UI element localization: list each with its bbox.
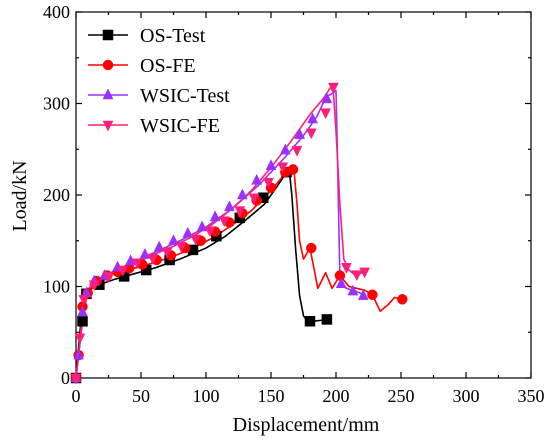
y-tick-label: 400 xyxy=(43,2,70,22)
series-point-wsic-fe xyxy=(147,253,159,265)
legend-marker-wsic-test xyxy=(102,88,114,100)
y-axis-title: Load/kN xyxy=(9,160,31,231)
series-point-wsic-fe xyxy=(248,193,260,205)
series-point-wsic-fe xyxy=(218,216,230,228)
series-point-wsic-fe xyxy=(234,206,246,218)
series-point-wsic-fe xyxy=(78,295,90,306)
y-tick-label: 300 xyxy=(43,94,70,114)
series-point-os-fe xyxy=(397,294,408,305)
x-tick-label: 100 xyxy=(193,386,220,406)
x-axis-title: Displacement/mm xyxy=(233,414,380,436)
legend: OS-Test OS-FE WSIC-Test WSIC-FE xyxy=(88,25,230,137)
series-point-os-test xyxy=(321,314,333,325)
y-tick-label: 200 xyxy=(43,185,70,205)
series-point-wsic-test xyxy=(139,247,151,259)
series-point-wsic-test xyxy=(265,159,277,170)
series-point-wsic-test xyxy=(168,234,179,245)
series-point-wsic-test xyxy=(294,128,306,139)
series-point-wsic-fe xyxy=(359,267,371,279)
x-tick-label: 300 xyxy=(453,386,480,406)
series-point-wsic-test xyxy=(209,210,221,222)
series-point-wsic-fe xyxy=(277,162,289,174)
series-point-wsic-test xyxy=(223,200,235,212)
series-point-wsic-fe xyxy=(320,108,332,120)
series-point-wsic-fe xyxy=(327,82,339,94)
series-point-wsic-fe xyxy=(74,333,86,345)
series-point-wsic-fe xyxy=(204,226,216,238)
series-point-wsic-fe xyxy=(131,258,143,270)
x-tick-label: 250 xyxy=(388,386,415,406)
legend-label-os-fe: OS-FE xyxy=(140,55,196,77)
series-point-wsic-test xyxy=(251,173,263,185)
series-point-os-test xyxy=(77,316,88,327)
legend-label-wsic-test: WSIC-Test xyxy=(140,85,230,107)
x-tick-label: 0 xyxy=(72,386,81,406)
legend-label-os-test: OS-Test xyxy=(140,25,206,47)
y-tick-label: 100 xyxy=(43,277,70,297)
series-point-wsic-fe xyxy=(117,265,129,277)
series-point-wsic-test xyxy=(347,284,359,296)
series-point-os-fe xyxy=(306,242,317,254)
series-point-wsic-fe xyxy=(262,177,274,189)
series-point-wsic-fe xyxy=(291,145,303,157)
series-point-wsic-fe xyxy=(175,241,187,253)
series-point-wsic-test xyxy=(196,220,208,232)
series-point-os-fe xyxy=(334,270,346,281)
series-point-wsic-fe xyxy=(340,263,352,274)
series-point-wsic-fe xyxy=(161,247,173,259)
x-tick-label: 150 xyxy=(258,386,285,406)
series-lines xyxy=(75,86,404,379)
series-point-wsic-test xyxy=(279,143,291,155)
series-point-os-fe xyxy=(367,289,378,300)
x-axis-ticks: 0 50 100 150 200 250 300 350 xyxy=(72,12,545,406)
series-point-wsic-fe xyxy=(88,280,100,292)
y-axis-ticks: 0 100 200 300 400 xyxy=(43,2,531,388)
series-point-os-fe xyxy=(287,164,299,175)
series-point-wsic-test xyxy=(357,289,369,300)
series-point-wsic-test xyxy=(335,277,347,289)
legend-label-wsic-fe: WSIC-FE xyxy=(140,115,220,137)
series-point-wsic-fe xyxy=(190,234,202,246)
x-tick-label: 200 xyxy=(323,386,350,406)
series-point-os-test xyxy=(304,316,316,327)
x-tick-label: 50 xyxy=(132,386,150,406)
legend-marker-os-test xyxy=(102,29,114,41)
series-point-wsic-test xyxy=(153,240,165,252)
legend-marker-os-fe xyxy=(102,59,114,71)
series-point-wsic-test xyxy=(77,305,88,317)
y-tick-label: 0 xyxy=(61,368,70,388)
series-point-wsic-fe xyxy=(103,272,114,283)
series-markers xyxy=(70,82,408,385)
x-tick-label: 350 xyxy=(518,386,545,406)
series-point-wsic-fe xyxy=(70,373,82,385)
series-point-wsic-test xyxy=(321,92,333,104)
series-point-wsic-test xyxy=(182,226,194,238)
series-point-wsic-test xyxy=(236,188,248,200)
series-point-wsic-test xyxy=(73,348,85,360)
series-point-wsic-fe xyxy=(351,270,363,282)
series-point-wsic-test xyxy=(307,112,319,124)
series-point-wsic-fe xyxy=(305,128,317,140)
legend-marker-wsic-fe xyxy=(102,120,114,132)
